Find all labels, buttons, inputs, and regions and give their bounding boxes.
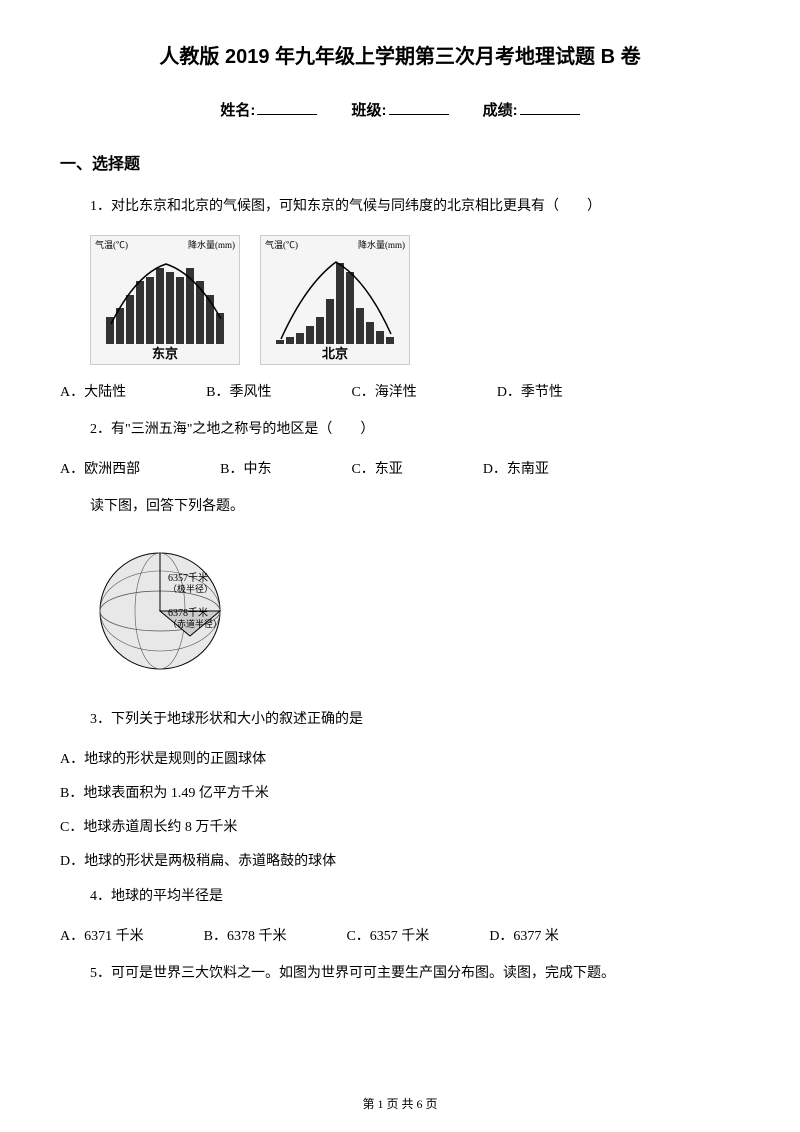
- q1-opt-d: D．季节性: [497, 381, 563, 401]
- beijing-chart: 气温(℃) 降水量(mm) 北京: [260, 235, 410, 365]
- question-2-text: 2．有"三洲五海"之地之称号的地区是（ ）: [90, 417, 740, 442]
- q1-options: A．大陆性 B．季风性 C．海洋性 D．季节性: [60, 381, 740, 401]
- name-label: 姓名:: [220, 102, 255, 119]
- q4-opt-d: D．6377 米: [489, 925, 559, 945]
- globe-polar-radius: 6357千米: [168, 571, 208, 584]
- axis-right-label: 降水量(mm): [358, 238, 405, 251]
- class-label: 班级:: [352, 102, 387, 119]
- climate-charts: 气温(℃) 降水量(mm) 东京 气温(℃) 降水量(mm) 北京: [90, 235, 740, 365]
- question-4: 4．地球的平均半径是: [60, 884, 740, 909]
- student-info-line: 姓名: 班级: 成绩:: [60, 99, 740, 120]
- question-5: 5．可可是世界三大饮料之一。如图为世界可可主要生产国分布图。读图，完成下题。: [60, 961, 740, 986]
- page-footer: 第 1 页 共 6 页: [0, 1095, 800, 1112]
- score-blank: [520, 114, 580, 115]
- beijing-curve: [276, 254, 396, 344]
- question-5-text: 5．可可是世界三大饮料之一。如图为世界可可主要生产国分布图。读图，完成下题。: [90, 961, 740, 986]
- q2-options: A．欧洲西部 B．中东 C．东亚 D．东南亚: [60, 458, 740, 478]
- q2-opt-c: C．东亚: [351, 458, 402, 478]
- page-title: 人教版 2019 年九年级上学期第三次月考地理试题 B 卷: [60, 40, 740, 69]
- q2-opt-b: B．中东: [220, 458, 271, 478]
- q3-opt-d: D．地球的形状是两极稍扁、赤道略鼓的球体: [60, 850, 740, 870]
- q1-opt-a: A．大陆性: [60, 381, 126, 401]
- q3-opt-b: B．地球表面积为 1.49 亿平方千米: [60, 782, 740, 802]
- q4-options: A．6371 千米 B．6378 千米 C．6357 千米 D．6377 米: [60, 925, 740, 945]
- globe-eq-radius: 6378千米: [168, 606, 208, 619]
- q2-opt-d: D．东南亚: [483, 458, 549, 478]
- tokyo-curve: [106, 254, 226, 344]
- q4-opt-b: B．6378 千米: [204, 925, 287, 945]
- q4-opt-a: A．6371 千米: [60, 925, 144, 945]
- q4-opt-c: C．6357 千米: [346, 925, 429, 945]
- tokyo-label: 东京: [91, 343, 239, 362]
- q1-opt-b: B．季风性: [206, 381, 271, 401]
- class-blank: [389, 114, 449, 115]
- globe-svg: 6357千米 （极半径） 6378千米 （赤道半径）: [90, 536, 250, 686]
- beijing-label: 北京: [261, 343, 409, 362]
- q2-opt-a: A．欧洲西部: [60, 458, 140, 478]
- question-3: 3．下列关于地球形状和大小的叙述正确的是: [60, 707, 740, 732]
- axis-right-label: 降水量(mm): [188, 238, 235, 251]
- tokyo-chart: 气温(℃) 降水量(mm) 东京: [90, 235, 240, 365]
- read-prompt-text: 读下图，回答下列各题。: [90, 494, 740, 519]
- question-1: 1．对比东京和北京的气候图，可知东京的气候与同纬度的北京相比更具有（ ）: [60, 194, 740, 219]
- read-prompt: 读下图，回答下列各题。: [60, 494, 740, 519]
- globe-polar-sub: （极半径）: [168, 583, 213, 594]
- score-label: 成绩:: [483, 102, 518, 119]
- question-3-text: 3．下列关于地球形状和大小的叙述正确的是: [90, 707, 740, 732]
- name-blank: [257, 114, 317, 115]
- q3-options: A．地球的形状是规则的正圆球体 B．地球表面积为 1.49 亿平方千米 C．地球…: [60, 748, 740, 870]
- question-1-text: 1．对比东京和北京的气候图，可知东京的气候与同纬度的北京相比更具有（ ）: [90, 194, 740, 219]
- question-4-text: 4．地球的平均半径是: [90, 884, 740, 909]
- section-header: 一、选择题: [60, 150, 740, 174]
- q3-opt-a: A．地球的形状是规则的正圆球体: [60, 748, 740, 768]
- axis-left-label: 气温(℃): [95, 238, 128, 251]
- q1-opt-c: C．海洋性: [351, 381, 416, 401]
- q3-opt-c: C．地球赤道周长约 8 万千米: [60, 816, 740, 836]
- globe-eq-sub: （赤道半径）: [168, 618, 222, 629]
- question-2: 2．有"三洲五海"之地之称号的地区是（ ）: [60, 417, 740, 442]
- axis-left-label: 气温(℃): [265, 238, 298, 251]
- globe-diagram: 6357千米 （极半径） 6378千米 （赤道半径）: [90, 536, 740, 691]
